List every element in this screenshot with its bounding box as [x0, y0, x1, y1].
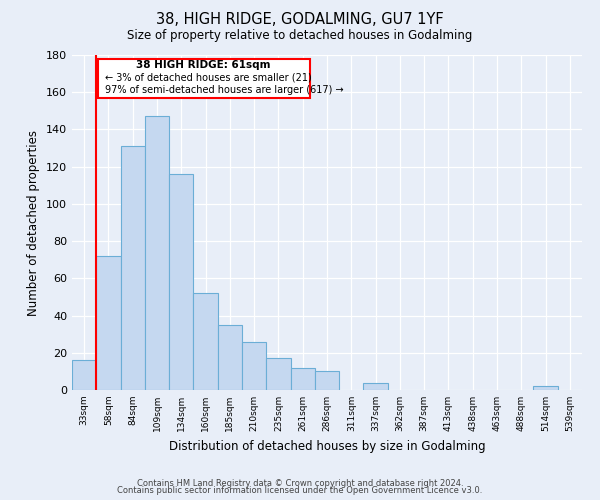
- Y-axis label: Number of detached properties: Number of detached properties: [28, 130, 40, 316]
- Text: 38, HIGH RIDGE, GODALMING, GU7 1YF: 38, HIGH RIDGE, GODALMING, GU7 1YF: [156, 12, 444, 28]
- Bar: [72, 360, 96, 390]
- Bar: [218, 325, 242, 390]
- Text: Contains HM Land Registry data © Crown copyright and database right 2024.: Contains HM Land Registry data © Crown c…: [137, 478, 463, 488]
- Text: 38 HIGH RIDGE: 61sqm: 38 HIGH RIDGE: 61sqm: [137, 60, 271, 70]
- Bar: [315, 372, 339, 390]
- Text: ← 3% of detached houses are smaller (21): ← 3% of detached houses are smaller (21): [105, 72, 311, 83]
- Bar: [364, 382, 388, 390]
- Bar: [169, 174, 193, 390]
- Bar: [121, 146, 145, 390]
- Bar: [290, 368, 315, 390]
- Bar: [533, 386, 558, 390]
- FancyBboxPatch shape: [97, 58, 310, 98]
- Bar: [145, 116, 169, 390]
- Text: Size of property relative to detached houses in Godalming: Size of property relative to detached ho…: [127, 29, 473, 42]
- Text: 97% of semi-detached houses are larger (617) →: 97% of semi-detached houses are larger (…: [105, 86, 343, 96]
- Bar: [96, 256, 121, 390]
- X-axis label: Distribution of detached houses by size in Godalming: Distribution of detached houses by size …: [169, 440, 485, 452]
- Bar: [193, 293, 218, 390]
- Bar: [266, 358, 290, 390]
- Text: Contains public sector information licensed under the Open Government Licence v3: Contains public sector information licen…: [118, 486, 482, 495]
- Bar: [242, 342, 266, 390]
